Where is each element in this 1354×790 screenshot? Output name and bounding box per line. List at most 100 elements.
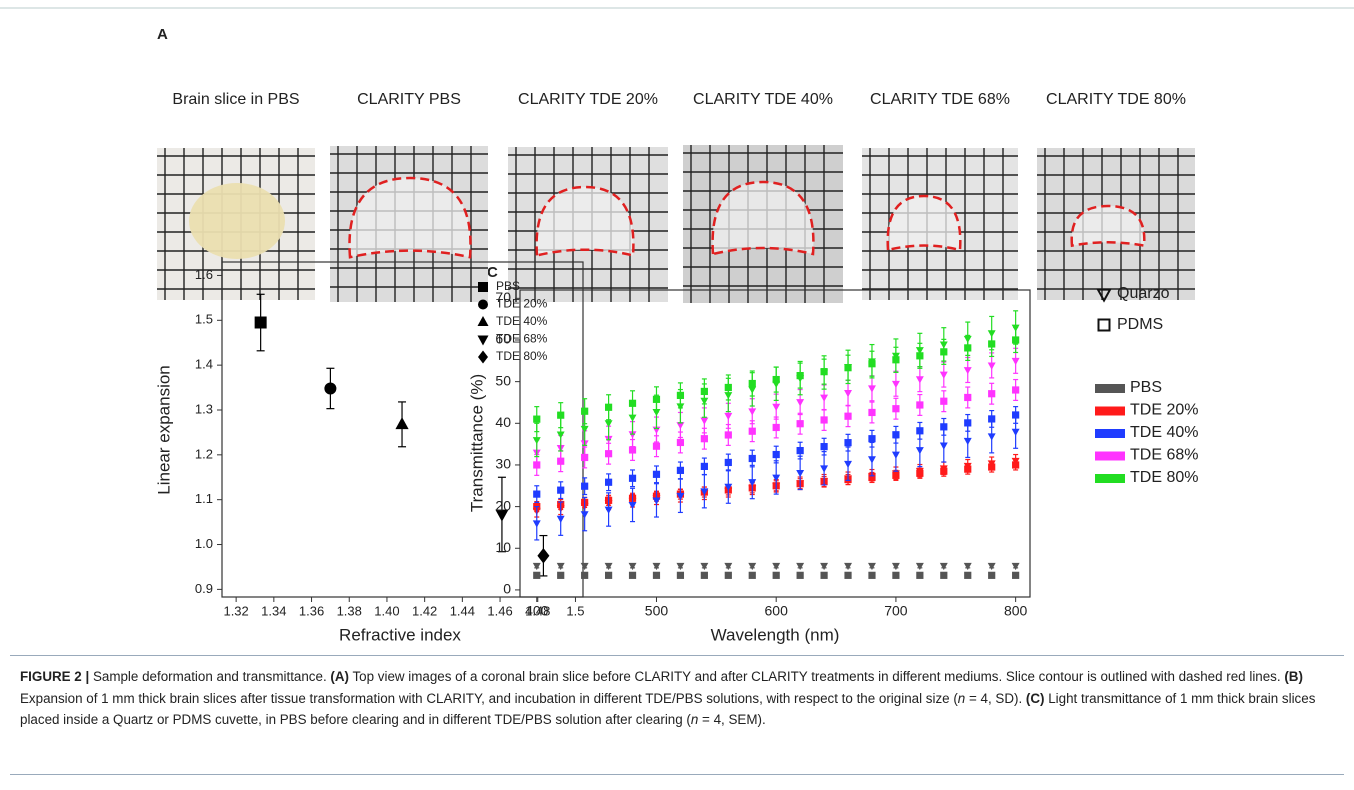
legend-swatch: [1095, 384, 1125, 393]
point: [868, 360, 876, 368]
x-tick-label: 700: [884, 603, 908, 619]
point: [652, 571, 661, 579]
x-axis-title: Refractive index: [339, 625, 461, 644]
legend-label: TDE 68%: [1130, 447, 1198, 464]
legend-label: TDE 80%: [1130, 469, 1198, 486]
point: [556, 562, 565, 571]
point: [868, 435, 876, 443]
point: [254, 316, 267, 329]
point: [724, 383, 732, 392]
x-tick-label: 500: [645, 603, 669, 619]
brain-slice: [711, 180, 815, 256]
point: [964, 571, 972, 579]
point: [1011, 428, 1020, 436]
point: [324, 382, 337, 395]
point: [604, 478, 613, 486]
plot-frame: [519, 289, 1031, 598]
point: [556, 515, 565, 524]
point: [628, 446, 637, 454]
point: [916, 427, 924, 435]
point: [844, 390, 852, 398]
point: [557, 571, 565, 579]
point: [963, 562, 972, 571]
y-tick-label: 1.2: [195, 446, 213, 461]
point: [772, 450, 780, 459]
point: [724, 458, 732, 467]
panel-label: A: [157, 26, 168, 43]
point: [748, 408, 757, 416]
point: [772, 562, 781, 571]
point: [533, 490, 541, 498]
point: [939, 562, 948, 571]
point: [652, 470, 661, 478]
point: [628, 431, 637, 439]
point: [844, 364, 852, 372]
point: [796, 420, 804, 428]
brain-slice: [348, 176, 472, 259]
legend-label: TDE 40%: [496, 314, 548, 328]
point: [796, 372, 804, 380]
point: [844, 439, 852, 447]
point: [748, 427, 756, 435]
caption-run: n: [957, 690, 966, 706]
point: [628, 571, 637, 579]
point: [676, 438, 685, 447]
point: [964, 393, 972, 402]
point: [940, 397, 948, 405]
point: [820, 465, 829, 473]
point: [395, 417, 409, 430]
point: [676, 492, 685, 501]
point: [891, 562, 900, 571]
point: [844, 571, 852, 579]
point: [964, 344, 972, 352]
y-tick-label: 1.6: [195, 267, 213, 282]
point: [604, 571, 613, 579]
point: [820, 443, 828, 451]
point: [844, 412, 852, 420]
legend-label: PBS: [496, 279, 520, 293]
caption-run: Light transmittance of 1 mm thick brain …: [20, 690, 1316, 728]
caption-run: (C): [1025, 690, 1045, 706]
y-tick-label: 30: [495, 456, 511, 472]
legend-marker: [478, 282, 488, 292]
x-tick-label: 1.5: [566, 603, 584, 618]
figure: A B C Refractive index Linear expansion …: [0, 7, 1354, 644]
point: [891, 380, 900, 389]
legend-label: PBS: [1130, 379, 1162, 396]
caption: FIGURE 2 | Sample deformation and transm…: [10, 655, 1344, 775]
point: [940, 571, 948, 579]
point: [557, 457, 565, 465]
point: [772, 403, 781, 411]
point: [748, 571, 756, 579]
point: [532, 437, 541, 445]
image-title: CLARITY TDE 20%: [518, 91, 658, 108]
point: [892, 356, 900, 364]
point: [868, 408, 876, 417]
legend-marker: [478, 350, 488, 364]
point: [700, 435, 708, 443]
point: [891, 451, 900, 459]
y-tick-label: 40: [495, 414, 511, 430]
y-tick-label: 10: [495, 539, 511, 555]
x-tick-label: 600: [765, 603, 789, 619]
legend-marker: [1096, 288, 1112, 303]
point: [628, 562, 637, 571]
image-title: CLARITY TDE 40%: [693, 91, 833, 108]
point: [820, 416, 828, 424]
point: [892, 571, 900, 579]
point: [820, 571, 828, 579]
legend-swatch: [1095, 474, 1125, 483]
point: [676, 391, 685, 399]
point: [796, 562, 805, 571]
point: [988, 415, 996, 423]
point: [557, 411, 565, 419]
brain-slice: [886, 194, 962, 252]
point: [1012, 461, 1020, 469]
point: [532, 562, 541, 571]
point: [892, 471, 900, 479]
caption-run: n: [690, 712, 699, 727]
point: [844, 460, 852, 469]
legend-label: Quarzo: [1117, 285, 1170, 302]
point: [537, 547, 550, 564]
x-tick-label: 1.48: [525, 603, 550, 618]
